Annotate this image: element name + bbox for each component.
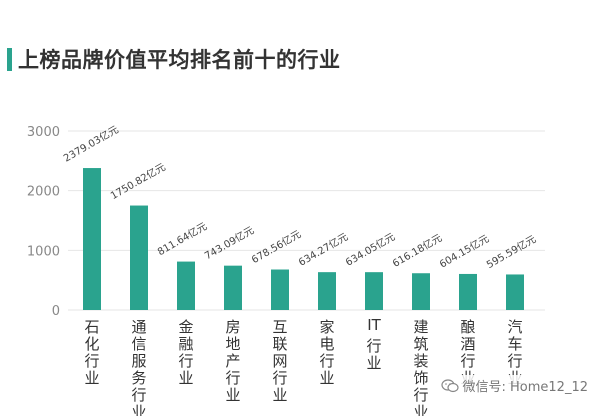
bar (224, 265, 242, 310)
bar (177, 261, 195, 310)
bar (130, 205, 148, 310)
y-tick-label: 0 (52, 304, 60, 319)
watermark: 微信号: Home12_12 (438, 375, 590, 396)
bar (412, 273, 430, 310)
bar (506, 274, 524, 310)
watermark-text: 微信号: Home12_12 (462, 380, 589, 395)
y-tick-label: 3000 (27, 125, 60, 140)
category-label: 房地产行业 (225, 318, 240, 404)
data-label: 634.05亿元 (343, 230, 397, 269)
category-label: IT 行业 (366, 316, 381, 372)
y-tick-label: 1000 (27, 244, 60, 259)
category-label: 建筑装饰行业 (413, 318, 428, 416)
category-label: 金融行业 (178, 318, 193, 387)
category-label: 石化行业 (84, 318, 99, 387)
data-label: 604.15亿元 (437, 232, 491, 271)
bar (318, 272, 336, 310)
data-label: 634.27亿元 (296, 230, 350, 269)
category-label: 互联网行业 (272, 318, 287, 404)
category-label: 家电行业 (319, 318, 334, 387)
wechat-icon (440, 378, 459, 393)
data-label: 595.59亿元 (484, 232, 538, 271)
bar (271, 269, 289, 310)
data-label: 1750.82亿元 (108, 160, 168, 202)
bar (83, 168, 101, 310)
data-label: 743.09亿元 (202, 224, 256, 263)
y-tick-label: 2000 (27, 185, 60, 200)
bar (365, 272, 383, 310)
bar (459, 273, 477, 310)
data-label: 2379.03亿元 (61, 123, 121, 165)
title-accent-bar (7, 48, 12, 71)
data-label: 678.56亿元 (249, 227, 303, 266)
data-label: 811.64亿元 (155, 219, 209, 258)
category-label: 通信服务行业 (131, 318, 146, 416)
chart-title: 上榜品牌价值平均排名前十的行业 (18, 48, 341, 72)
